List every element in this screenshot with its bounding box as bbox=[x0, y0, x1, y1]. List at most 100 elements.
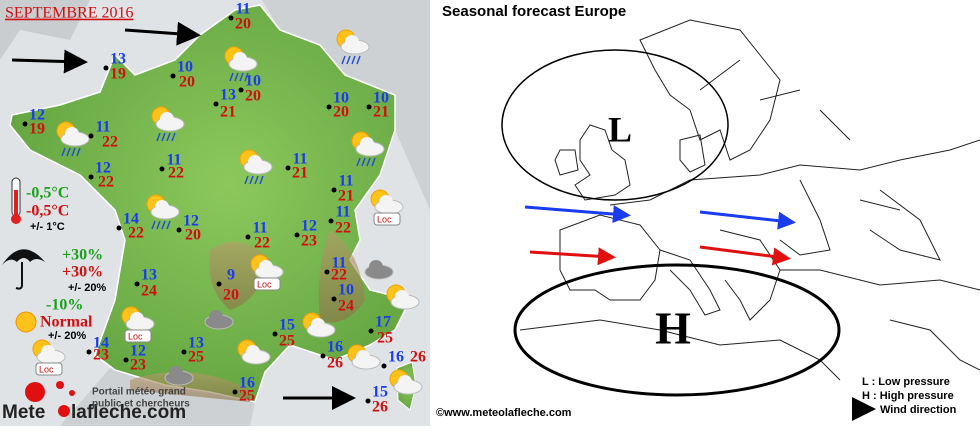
max-temp: 24 bbox=[338, 298, 354, 315]
max-temp: 26 bbox=[410, 349, 426, 366]
weather-icon bbox=[351, 131, 385, 167]
city-dot bbox=[331, 296, 337, 302]
city-dot bbox=[366, 104, 372, 110]
weather-icon: Loc bbox=[32, 339, 66, 376]
min-temp: 12 bbox=[301, 218, 317, 235]
max-temp: 20 bbox=[223, 287, 239, 304]
low-pressure-zone bbox=[501, 49, 729, 201]
sun bbox=[15, 311, 37, 333]
legend-high: H : High pressure bbox=[862, 390, 954, 402]
rain bbox=[234, 72, 239, 82]
legend-sun-min: -10% bbox=[46, 297, 83, 314]
rain bbox=[244, 175, 249, 185]
rain bbox=[156, 220, 161, 230]
spain-land bbox=[60, 368, 255, 426]
city-dot bbox=[294, 232, 300, 238]
max-temp: 19 bbox=[110, 66, 126, 83]
city-dot bbox=[213, 101, 219, 107]
loc-label: Loc bbox=[39, 364, 54, 374]
city-dot bbox=[238, 87, 244, 93]
city-dot bbox=[245, 234, 251, 240]
rain bbox=[341, 55, 346, 65]
wind-arrow-blue bbox=[524, 205, 631, 224]
alps bbox=[318, 230, 365, 323]
min-temp: 12 bbox=[29, 107, 45, 124]
loc-label: Loc bbox=[377, 214, 392, 224]
portal-text: Portail météo grand bbox=[92, 387, 186, 398]
city-dot bbox=[88, 174, 94, 180]
legend: -0,5°C -0,5°C +/- 1°C +30% +30% +/- 20% … bbox=[2, 177, 106, 342]
max-temp: 26 bbox=[327, 355, 343, 372]
cloud bbox=[169, 366, 183, 380]
map-title: SEPTEMBRE 2016 bbox=[5, 5, 133, 22]
wind-arrow bbox=[11, 49, 88, 74]
rain bbox=[161, 132, 166, 142]
min-temp: 16 bbox=[388, 349, 404, 366]
max-temp: 20 bbox=[185, 227, 201, 244]
city-dot bbox=[272, 331, 278, 337]
city-dot bbox=[22, 121, 28, 127]
city-dot bbox=[216, 281, 222, 287]
max-temp: 22 bbox=[168, 165, 184, 182]
min-temp: 15 bbox=[372, 384, 388, 401]
city-dot bbox=[328, 218, 334, 224]
cloud bbox=[259, 260, 273, 274]
weather-icon bbox=[146, 194, 180, 230]
cloud bbox=[209, 310, 223, 324]
weather-icon bbox=[224, 46, 258, 82]
max-temp: 23 bbox=[130, 357, 146, 374]
city-dot bbox=[326, 104, 332, 110]
wind-arrow-blue bbox=[699, 210, 796, 230]
rain bbox=[166, 220, 171, 230]
city-dot bbox=[320, 353, 326, 359]
max-temp: 20 bbox=[235, 16, 251, 33]
rain bbox=[171, 132, 176, 142]
rain bbox=[249, 175, 254, 185]
legend-rain-min: +30% bbox=[62, 247, 103, 264]
legend-temp-max: -0,5°C bbox=[26, 203, 69, 220]
logo-dot bbox=[69, 390, 75, 396]
logo-dot bbox=[58, 405, 70, 417]
low-label: L bbox=[608, 109, 632, 149]
thermometer-fill bbox=[14, 190, 18, 216]
logo-dot bbox=[56, 381, 64, 389]
min-temp: 10 bbox=[245, 73, 261, 90]
logo: Mete lafleche.com Portail météo grand pu… bbox=[2, 381, 190, 423]
rain bbox=[61, 147, 66, 157]
max-temp: 20 bbox=[179, 74, 195, 91]
weather-icon: Loc bbox=[250, 254, 284, 291]
cloud bbox=[130, 312, 144, 326]
city-dot bbox=[123, 357, 129, 363]
city-dot bbox=[232, 389, 238, 395]
europe-title: Seasonal forecast Europe bbox=[442, 3, 626, 20]
min-temp: 13 bbox=[141, 267, 157, 284]
legend-sun-max: Normal bbox=[40, 314, 93, 331]
rain bbox=[254, 175, 259, 185]
city-dot bbox=[381, 363, 387, 369]
cloud bbox=[41, 345, 55, 359]
rain bbox=[356, 55, 361, 65]
weather-icon bbox=[164, 366, 194, 386]
rain bbox=[71, 147, 76, 157]
rain bbox=[166, 132, 171, 142]
rain bbox=[76, 147, 81, 157]
max-temp: 21 bbox=[220, 104, 236, 121]
loc-badge bbox=[124, 329, 152, 343]
rain bbox=[161, 220, 166, 230]
rain bbox=[239, 72, 244, 82]
min-temp: 15 bbox=[279, 317, 295, 334]
loc-badge bbox=[373, 212, 401, 226]
rain bbox=[371, 157, 376, 167]
max-temp: 22 bbox=[98, 174, 114, 191]
max-temp: 20 bbox=[333, 104, 349, 121]
wind-arrow bbox=[124, 21, 201, 46]
max-temp: 25 bbox=[377, 330, 393, 347]
min-temp: 16 bbox=[239, 375, 255, 392]
weather-icon: Loc bbox=[370, 189, 404, 226]
cloud bbox=[360, 137, 374, 151]
max-temp: 26 bbox=[372, 399, 388, 416]
cloud bbox=[398, 375, 412, 389]
min-temp: 12 bbox=[130, 343, 146, 360]
min-temp: 12 bbox=[95, 160, 111, 177]
